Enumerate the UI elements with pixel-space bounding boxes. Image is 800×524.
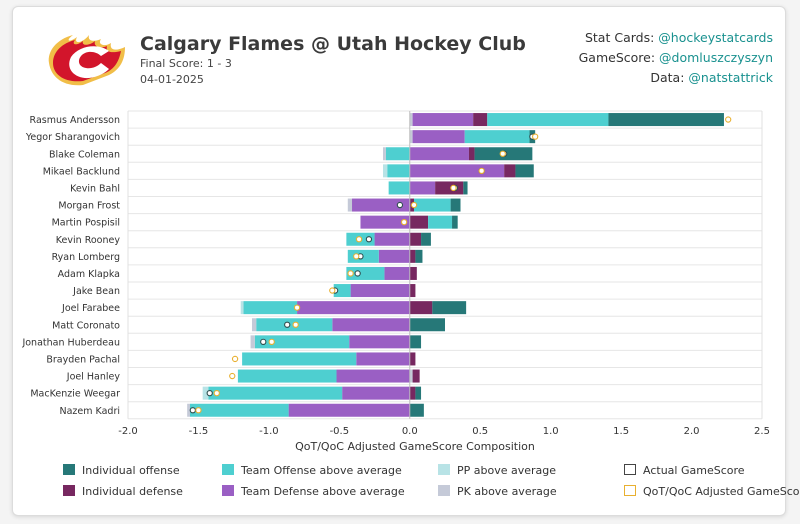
credit-handle[interactable]: @natstattrick	[688, 70, 773, 85]
stat-card: Calgary Flames @ Utah Hockey Club Final …	[12, 6, 786, 516]
credit-label: Stat Cards:	[584, 30, 655, 45]
team-logo	[48, 35, 125, 86]
final-score: Final Score: 1 - 3	[140, 57, 232, 70]
credit-data: Data: @natstattrick	[579, 68, 773, 88]
credit-label: Data:	[650, 70, 685, 85]
credits: Stat Cards: @hockeystatcards GameScore: …	[579, 28, 773, 88]
credit-handle[interactable]: @domluszczyszyn	[659, 50, 773, 65]
credit-stat-cards: Stat Cards: @hockeystatcards	[579, 28, 773, 48]
credit-gamescore: GameScore: @domluszczyszyn	[579, 48, 773, 68]
page-title: Calgary Flames @ Utah Hockey Club	[140, 33, 526, 55]
team-logo-emblem	[48, 35, 125, 86]
game-date: 04-01-2025	[140, 73, 204, 86]
credit-handle[interactable]: @hockeystatcards	[658, 30, 773, 45]
credit-label: GameScore:	[578, 50, 656, 65]
